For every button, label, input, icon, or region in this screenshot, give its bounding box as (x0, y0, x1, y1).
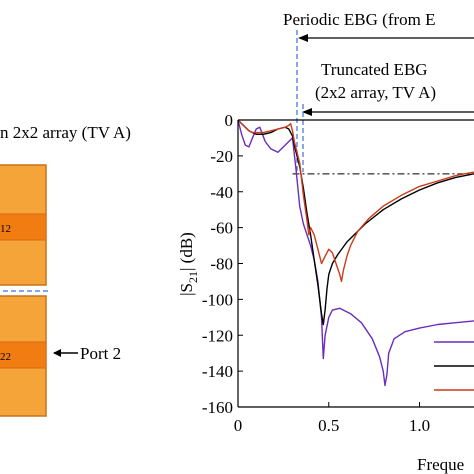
y-tick-label: -40 (210, 183, 233, 202)
series-lines (237, 119, 474, 387)
y-tick-label: -60 (210, 219, 233, 238)
port-2-callout: Port 2 (53, 344, 121, 363)
periodic-band-arrowhead (298, 34, 308, 42)
array-board: 12 22 (0, 164, 48, 417)
series-line-2 (237, 119, 474, 326)
y-ticks: 0 -20 -40 -60 -80 -100 -120 -140 -160 (202, 111, 243, 417)
truncated-band-arrowhead (302, 108, 312, 116)
truncated-ebg-label-line1: Truncated EBG (321, 60, 428, 79)
x-tick-label: 0 (234, 416, 243, 435)
y-tick-label: -160 (202, 398, 233, 417)
legend (434, 341, 474, 391)
truncated-ebg-label-line2: (2x2 array, TV A) (315, 83, 436, 102)
port-2-arrowhead (53, 349, 61, 357)
y-tick-label: -140 (202, 362, 233, 381)
port-strip-bottom (0, 341, 47, 369)
x-tick-label: 1.0 (409, 416, 430, 435)
y-tick-label: 0 (225, 111, 234, 130)
periodic-ebg-label: Periodic EBG (from E (283, 10, 436, 29)
port-strip-bottom-label: 22 (0, 351, 11, 363)
y-tick-label: -100 (202, 290, 233, 309)
y-axis-label: |S21| (dB) (177, 232, 200, 296)
x-tick-label: 0.5 (318, 416, 339, 435)
port-2-label: Port 2 (80, 344, 121, 363)
x-axis-label: Freque (417, 455, 464, 474)
axes (237, 119, 474, 408)
x-ticks: 0 0.5 1.0 (234, 402, 430, 435)
port-strip-top (0, 213, 47, 241)
port-strip-top-label: 12 (0, 223, 11, 235)
series-line-1 (237, 119, 474, 387)
s21-chart: 0 -20 -40 -60 -80 -100 -120 -140 -160 0 0.5 1.0 |S… (177, 111, 474, 474)
left-panel-title: n 2x2 array (TV A) (0, 123, 131, 142)
y-tick-label: -20 (210, 147, 233, 166)
series-line-3 (237, 119, 474, 283)
band-annotations: Periodic EBG (from E Truncated EBG (2x2 … (283, 10, 474, 172)
y-tick-label: -120 (202, 326, 233, 345)
y-tick-label: -80 (210, 255, 233, 274)
